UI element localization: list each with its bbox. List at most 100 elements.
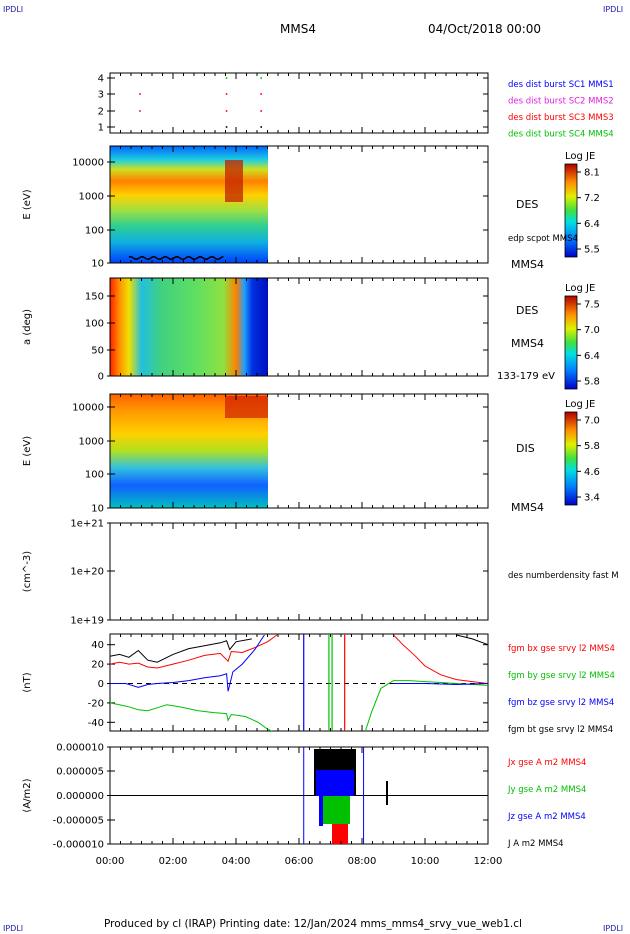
time-tick-label: 00:00: [96, 856, 125, 867]
panel-right-label: DES: [516, 198, 538, 211]
y-tick-label: 10000: [72, 158, 104, 169]
panel-right-label: edp scpot MMS4: [508, 234, 578, 244]
colorbar-tick-label: 7.5: [584, 300, 600, 311]
y-tick-label: 1: [98, 123, 104, 134]
des-pitch-angle-heatmap: [110, 278, 268, 376]
panel-des-energy-spectrogram: [109, 145, 489, 264]
y-axis-label: E (eV): [22, 189, 33, 219]
y-tick-label: 2: [98, 107, 104, 118]
panel-current-density: [109, 746, 489, 845]
y-axis-label: (cm^-3): [22, 551, 33, 592]
colorbar-tick-label: 5.8: [584, 441, 600, 452]
legend-entry: J A m2 MMS4: [507, 839, 564, 849]
legend-entry: des dist burst SC2 MMS2: [508, 97, 614, 107]
burst-mark: [260, 93, 262, 95]
legend-entry: Jy gse A m2 MMS4: [507, 785, 586, 795]
y-tick-label: 10000: [72, 403, 104, 414]
current-burst-green: [320, 796, 350, 824]
current-burst-blue: [316, 770, 354, 796]
corner-label-top-right: IPDLI: [603, 5, 624, 14]
corner-label-top-left: IPDLI: [3, 5, 24, 14]
legend-entry: Jx gse A m2 MMS4: [507, 758, 586, 768]
y-tick-label: 10: [91, 259, 104, 270]
colorbar-tick-label: 7.0: [584, 416, 600, 427]
burst-mark: [225, 126, 228, 128]
y-tick-label: -20: [88, 698, 104, 709]
y-tick-label: -0.000010: [53, 840, 104, 851]
colorbar-tick-label: 5.8: [584, 377, 600, 388]
burst-mark: [260, 126, 262, 128]
corner-label-bottom-right: IPDLI: [603, 924, 624, 933]
date-title: 04/Oct/2018 00:00: [428, 22, 542, 36]
colorbar-tick-label: 7.0: [584, 325, 600, 336]
y-tick-label: 1e+20: [70, 567, 104, 578]
colorbar-tick-label: 5.5: [584, 245, 600, 256]
panel-right-label: MMS4: [511, 258, 544, 271]
burst-mark: [225, 110, 228, 112]
y-axis-label: E (eV): [22, 436, 33, 466]
y-tick-label: 100: [85, 319, 104, 330]
series-line: [110, 702, 273, 731]
y-tick-label: 40: [91, 640, 104, 651]
panel-burst-availability: [109, 72, 489, 134]
series-line: [393, 683, 488, 686]
y-tick-label: 0.000005: [56, 767, 104, 778]
des-energy-heatmap: [110, 146, 268, 263]
legend-entry: des dist burst SC3 MMS3: [508, 113, 614, 123]
corner-label-bottom-left: IPDLI: [3, 924, 24, 933]
scpot-trace: [128, 255, 224, 261]
legend-entry: fgm by gse srvy l2 MMS4: [508, 671, 615, 681]
series-line: [364, 680, 488, 731]
y-tick-label: 1e+19: [70, 616, 104, 627]
burst-mark: [225, 77, 228, 79]
y-tick-label: 20: [91, 660, 104, 671]
colorbar: [564, 163, 578, 258]
spacecraft-title: MMS4: [280, 22, 316, 36]
y-tick-label: 0.000000: [56, 791, 104, 802]
time-tick-label: 08:00: [348, 856, 377, 867]
y-tick-label: 1000: [79, 192, 104, 203]
series-line: [110, 634, 265, 692]
burst-mark: [225, 93, 228, 95]
time-tick-label: 12:00: [474, 856, 503, 867]
colorbar-tick-label: 6.4: [584, 351, 600, 362]
current-spike-blue: [319, 796, 323, 826]
y-tick-label: 4: [98, 74, 104, 85]
legend-entry: des dist burst SC4 MMS4: [508, 130, 614, 140]
y-axis-label: a (deg): [22, 309, 33, 345]
y-tick-label: 50: [91, 346, 104, 357]
time-tick-label: 04:00: [222, 856, 251, 867]
colorbar-title: Log JE: [565, 399, 595, 410]
y-tick-label: 100: [85, 226, 104, 237]
current-spike-small: [386, 781, 388, 805]
y-tick-label: 0: [98, 679, 104, 690]
colorbar-tick-label: 8.1: [584, 168, 600, 179]
y-tick-label: 10: [91, 504, 104, 515]
time-tick-label: 06:00: [285, 856, 314, 867]
colorbar-tick-label: 7.2: [584, 193, 600, 204]
panel-number-density: [109, 522, 489, 621]
colorbar-title: Log JE: [565, 283, 595, 294]
panel-right-label: MMS4: [511, 501, 544, 514]
legend-entry: fgm bx gse srvy l2 MMS4: [508, 644, 615, 654]
y-tick-label: 150: [85, 292, 104, 303]
y-tick-label: -40: [88, 718, 104, 729]
colorbar: [564, 411, 578, 506]
colorbar-title: Log JE: [565, 151, 595, 162]
legend-entry: fgm bz gse srvy l2 MMS4: [508, 698, 614, 708]
series-line: [393, 634, 488, 684]
burst-mark: [260, 110, 262, 112]
colorbar-tick-label: 6.4: [584, 219, 600, 230]
y-axis-label: (A/m2): [22, 778, 33, 812]
colorbar: [564, 295, 578, 390]
series-line: [456, 634, 488, 646]
burst-mark: [139, 110, 141, 112]
panel-right-label: 133-179 eV: [497, 371, 555, 382]
y-tick-label: 3: [98, 90, 104, 101]
burst-mark: [139, 93, 141, 95]
panel-right-label: DES: [516, 304, 538, 317]
panel-dis-energy-spectrogram: [109, 393, 489, 509]
y-tick-label: 1000: [79, 437, 104, 448]
y-tick-label: 0: [98, 372, 104, 383]
